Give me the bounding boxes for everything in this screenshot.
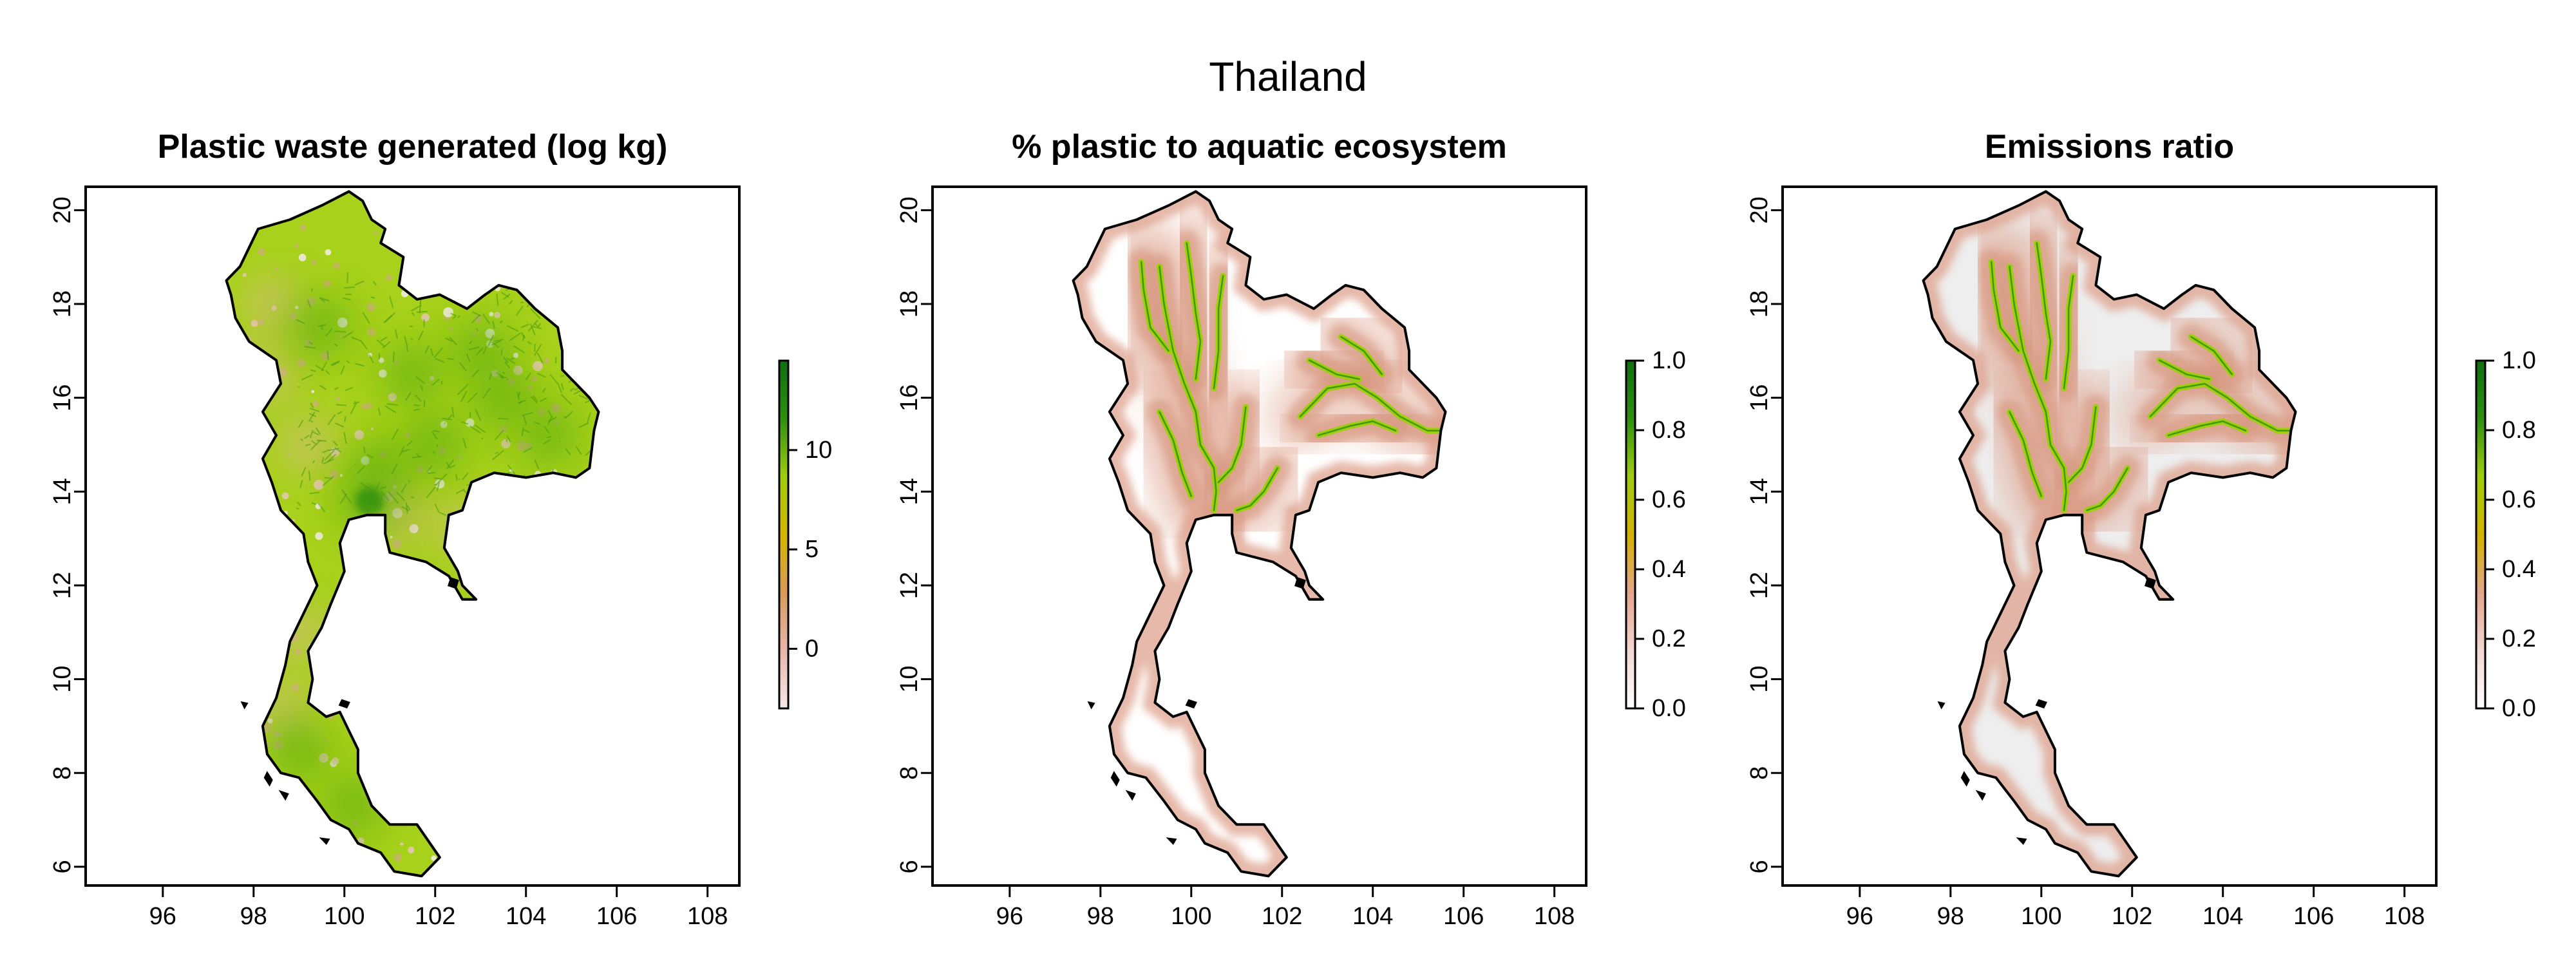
legend-tick-label: 0.4 xyxy=(2502,556,2536,583)
y-tick-label: 14 xyxy=(1746,478,1773,505)
y-tick-label: 8 xyxy=(896,766,923,780)
x-tick-label: 104 xyxy=(506,903,546,930)
island-outline xyxy=(1089,703,1094,707)
island-outline xyxy=(242,703,247,707)
legend-tick-label: 0.4 xyxy=(1652,556,1686,583)
x-tick-label: 102 xyxy=(415,903,455,930)
legend-tick-label: 0.6 xyxy=(2502,486,2536,513)
raster-layer xyxy=(82,187,742,888)
y-tick-label: 6 xyxy=(49,860,76,873)
x-tick-label: 100 xyxy=(324,903,365,930)
y-tick-label: 18 xyxy=(49,290,76,317)
map-svg-emissions-ratio: Emissions ratio 96 98 100 102 104 106 108 6 8 10 12… xyxy=(1697,0,2544,966)
x-tick-label: 98 xyxy=(1087,903,1114,930)
legend-tick-label: 0.8 xyxy=(2502,417,2536,444)
y-tick-label: 14 xyxy=(896,478,923,505)
y-tick-label: 20 xyxy=(1746,196,1773,223)
x-tick-label: 98 xyxy=(240,903,267,930)
panel-title: Emissions ratio xyxy=(1985,128,2234,166)
x-tick-label: 108 xyxy=(2384,903,2425,930)
x-tick-label: 108 xyxy=(1534,903,1575,930)
island-outline xyxy=(2146,578,2155,588)
y-tick-label: 16 xyxy=(896,384,923,412)
legend-tick-label: 0.0 xyxy=(1652,695,1686,722)
legend-tick-label: 0.2 xyxy=(2502,625,2536,652)
x-tick-label: 102 xyxy=(1262,903,1302,930)
x-tick-label: 106 xyxy=(2293,903,2334,930)
y-tick-label: 16 xyxy=(1746,384,1773,412)
panel-title: Plastic waste generated (log kg) xyxy=(158,128,668,166)
y-tick-label: 6 xyxy=(896,860,923,873)
legend-tick-label: 0.2 xyxy=(1652,625,1686,652)
x-tick-label: 108 xyxy=(687,903,728,930)
x-tick-label: 104 xyxy=(1352,903,1393,930)
y-tick-label: 18 xyxy=(1746,290,1773,317)
island-outline xyxy=(449,578,458,588)
x-tick-label: 96 xyxy=(996,903,1023,930)
legend-tick-label: 0.0 xyxy=(2502,695,2536,722)
island-outline xyxy=(1128,791,1135,799)
island-outline xyxy=(1296,578,1305,588)
panel-title: % plastic to aquatic ecosystem xyxy=(1012,128,1507,166)
legend-colorbar xyxy=(2476,361,2485,708)
island-outline xyxy=(2019,838,2026,843)
legend-tick-label: 0.6 xyxy=(1652,486,1686,513)
y-tick-label: 12 xyxy=(49,572,76,599)
y-tick-label: 8 xyxy=(49,766,76,780)
island-outline xyxy=(1112,773,1119,784)
legend-tick-label: 5 xyxy=(805,536,819,563)
x-tick-label: 100 xyxy=(2021,903,2061,930)
y-tick-label: 20 xyxy=(49,196,76,223)
y-tick-label: 6 xyxy=(1746,860,1773,873)
y-tick-label: 12 xyxy=(1746,572,1773,599)
x-tick-label: 102 xyxy=(2112,903,2152,930)
legend-tick-label: 10 xyxy=(805,437,832,464)
y-tick-label: 12 xyxy=(896,572,923,599)
x-tick-label: 96 xyxy=(149,903,176,930)
legend-tick-label: 1.0 xyxy=(2502,347,2536,374)
legend-colorbar xyxy=(1626,361,1635,708)
y-tick-label: 10 xyxy=(896,665,923,692)
x-tick-label: 106 xyxy=(596,903,637,930)
island-outline xyxy=(1978,791,1985,799)
y-tick-label: 20 xyxy=(896,196,923,223)
legend-tick-label: 1.0 xyxy=(1652,347,1686,374)
legend-tick-label: 0.8 xyxy=(1652,417,1686,444)
x-tick-label: 100 xyxy=(1171,903,1211,930)
y-tick-label: 10 xyxy=(49,665,76,692)
x-tick-label: 98 xyxy=(1937,903,1964,930)
island-outline xyxy=(265,773,272,784)
x-tick-label: 104 xyxy=(2202,903,2243,930)
island-outline xyxy=(2037,700,2046,707)
island-outline xyxy=(1169,838,1176,843)
island-outline xyxy=(322,838,329,843)
legend-colorbar xyxy=(779,361,788,708)
y-tick-label: 16 xyxy=(49,384,76,412)
island-outline xyxy=(1939,703,1944,707)
island-outline xyxy=(281,791,288,799)
y-tick-label: 8 xyxy=(1746,766,1773,780)
island-outline xyxy=(340,700,349,707)
y-tick-label: 14 xyxy=(49,478,76,505)
map-svg-plastic-waste: Plastic waste generated (log kg)96 98 100 1… xyxy=(0,0,847,966)
x-tick-label: 96 xyxy=(1846,903,1873,930)
island-outline xyxy=(1187,700,1196,707)
x-tick-label: 106 xyxy=(1443,903,1484,930)
island-outline xyxy=(1962,773,1969,784)
y-tick-label: 18 xyxy=(896,290,923,317)
y-tick-label: 10 xyxy=(1746,665,1773,692)
legend-tick-label: 0 xyxy=(805,635,819,662)
